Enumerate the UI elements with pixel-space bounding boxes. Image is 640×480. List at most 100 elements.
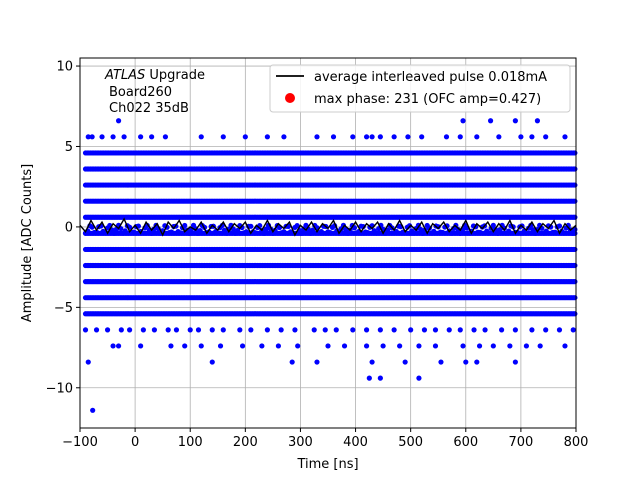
sample-point — [416, 375, 422, 381]
sample-point — [570, 230, 576, 236]
sample-level-row — [82, 246, 578, 253]
sample-point — [261, 230, 267, 236]
sample-point — [341, 343, 348, 349]
sample-point — [572, 279, 578, 285]
sample-point — [460, 118, 466, 124]
sample-point — [298, 230, 305, 236]
sample-point — [438, 359, 444, 365]
sample-point — [482, 327, 488, 333]
sample-level-row — [82, 262, 578, 269]
sample-point — [223, 230, 230, 236]
sample-point — [446, 327, 452, 333]
legend-marker-swatch — [285, 93, 295, 103]
sample-point — [457, 327, 463, 333]
sample-point — [572, 262, 578, 269]
sample-point — [187, 327, 193, 333]
sample-point — [474, 359, 480, 365]
sample-point — [131, 229, 137, 235]
sample-point — [295, 343, 301, 349]
sample-point — [363, 343, 370, 349]
sample-point — [90, 407, 96, 413]
sample-point — [289, 359, 295, 365]
sample-point — [421, 327, 428, 333]
sample-point — [294, 223, 300, 229]
y-tick-label: −10 — [46, 381, 73, 396]
sample-point — [523, 230, 530, 236]
annotation-upgrade: Upgrade — [145, 68, 205, 83]
sample-point — [264, 327, 270, 333]
sample-point — [391, 327, 397, 333]
sample-point — [377, 327, 383, 333]
sample-point — [93, 229, 100, 235]
sample-point — [93, 327, 100, 333]
sample-point — [448, 230, 455, 236]
sample-point — [115, 118, 122, 124]
x-tick-label: 200 — [233, 435, 258, 450]
sample-point — [110, 134, 116, 140]
sample-point — [115, 343, 122, 349]
sample-point — [243, 229, 250, 235]
y-tick-label: 10 — [56, 60, 73, 75]
sample-point — [377, 134, 383, 140]
x-tick-label: 300 — [288, 435, 313, 450]
sample-point — [562, 343, 568, 349]
sample-point — [402, 359, 408, 365]
sample-point — [235, 227, 241, 234]
sample-point — [239, 224, 245, 231]
annotation-line-3: Ch022 35dB — [109, 101, 189, 116]
sample-point — [405, 134, 411, 140]
sample-point — [391, 134, 397, 140]
sample-level-row — [82, 166, 578, 172]
sample-point — [340, 222, 347, 228]
sample-point — [322, 327, 328, 333]
sample-point — [411, 230, 417, 236]
x-axis-label: Time [ns] — [296, 457, 358, 472]
sample-point — [82, 327, 89, 333]
sample-point — [350, 134, 356, 140]
sample-point — [350, 327, 356, 333]
sample-point — [85, 134, 91, 140]
sample-point — [460, 343, 466, 349]
sample-point — [363, 327, 370, 333]
sample-point — [281, 229, 287, 235]
sample-point — [572, 246, 578, 253]
x-tick-label: 600 — [453, 435, 478, 450]
sample-point — [543, 228, 549, 234]
sample-point — [318, 229, 324, 235]
sample-point — [419, 134, 425, 140]
sample-point — [237, 327, 243, 333]
sample-point — [330, 134, 337, 140]
sample-point — [408, 327, 414, 333]
sample-point — [572, 182, 578, 188]
sample-point — [486, 230, 492, 236]
sample-point — [197, 227, 203, 234]
sample-point — [499, 327, 505, 333]
sample-point — [104, 327, 111, 333]
x-tick-label: −100 — [62, 435, 98, 450]
sample-point — [220, 327, 226, 333]
x-tick-label: 700 — [508, 435, 533, 450]
sample-point — [215, 230, 221, 236]
sample-point — [242, 134, 248, 140]
sample-point — [168, 343, 174, 349]
sample-point — [506, 228, 512, 234]
sample-point — [209, 359, 215, 365]
x-tick-label: 0 — [131, 435, 139, 450]
sample-point — [138, 343, 144, 349]
sample-point — [121, 134, 127, 140]
sample-point — [248, 327, 254, 333]
sample-point — [177, 230, 183, 236]
sample-point — [471, 327, 477, 333]
sample-point — [474, 134, 480, 140]
sample-point — [198, 134, 204, 140]
sample-point — [523, 343, 530, 349]
sample-point — [373, 230, 380, 236]
sample-level-row — [82, 279, 578, 285]
sample-level-row — [82, 198, 578, 204]
sample-point — [275, 343, 281, 349]
sample-point — [111, 230, 117, 236]
legend-box — [269, 64, 571, 113]
sample-point — [165, 327, 171, 333]
sample-point — [363, 134, 370, 140]
